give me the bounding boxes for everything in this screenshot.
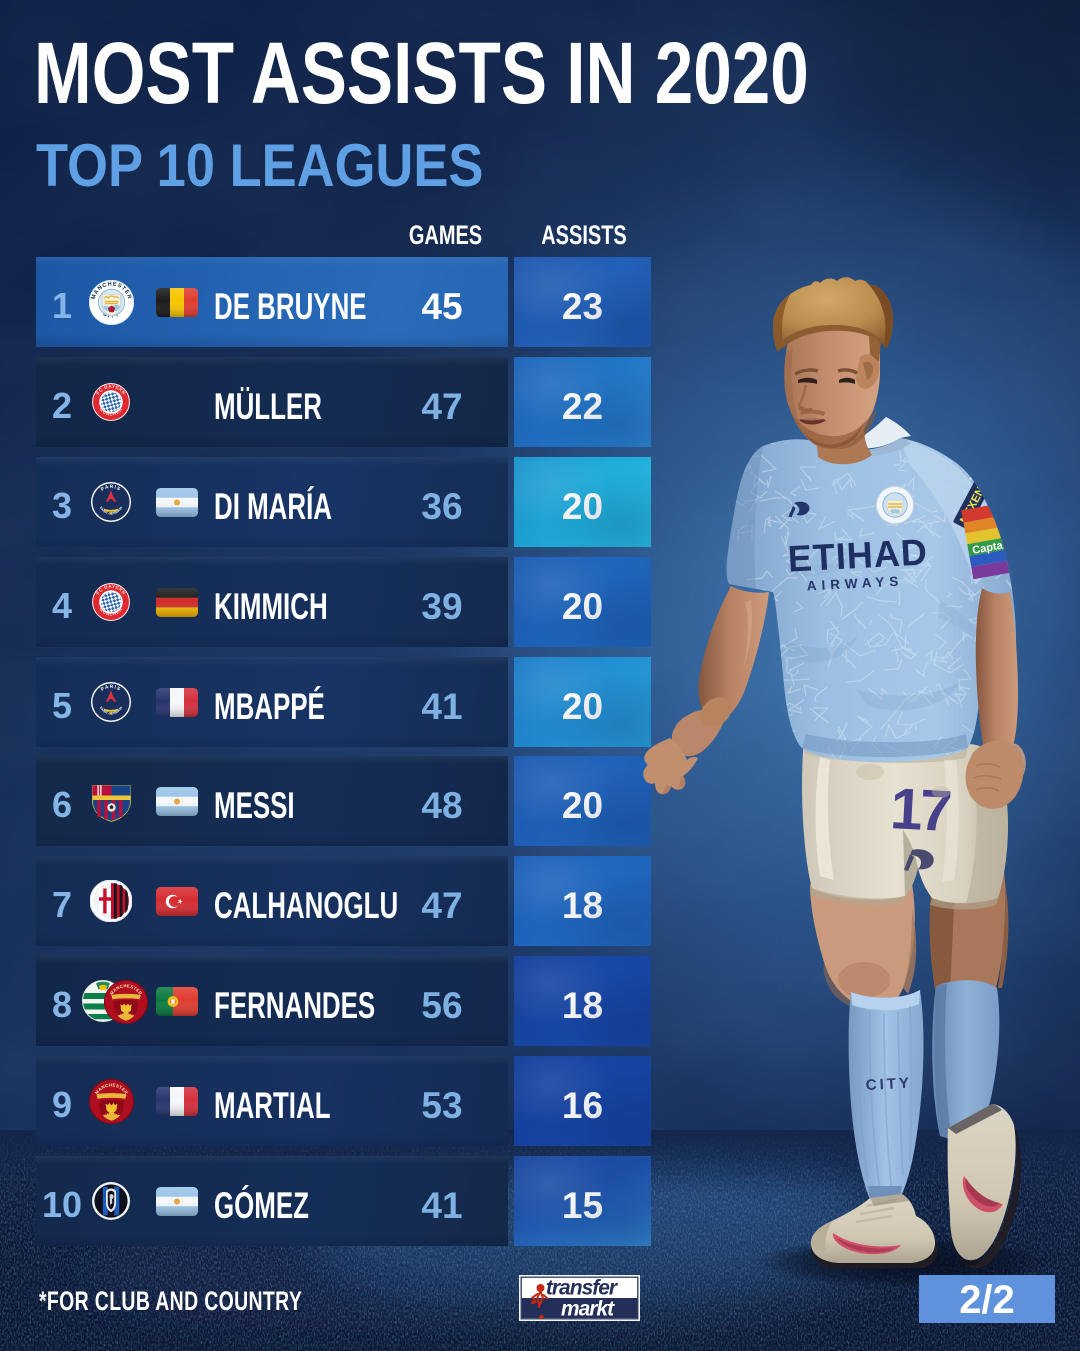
svg-text:MANCHESTER: MANCHESTER — [90, 281, 132, 300]
svg-text:17: 17 — [889, 776, 952, 844]
svg-text:MÜNCHEN: MÜNCHEN — [98, 407, 123, 417]
svg-text:MANCHESTER: MANCHESTER — [93, 1082, 128, 1095]
svg-text:transfer: transfer — [546, 1277, 619, 1300]
svg-text:AIRWAYS: AIRWAYS — [806, 573, 903, 593]
svg-text:CITY: CITY — [101, 311, 121, 319]
svg-text:ETIHAD: ETIHAD — [787, 531, 929, 579]
svg-text:PARIS: PARIS — [100, 484, 122, 493]
svg-text:PARIS: PARIS — [100, 684, 122, 693]
svg-text:UNITED: UNITED — [116, 1009, 136, 1017]
svg-text:MANCHESTER: MANCHESTER — [109, 983, 144, 996]
svg-text:MÜNCHEN: MÜNCHEN — [98, 607, 123, 617]
svg-text:SAINT-GERMAIN: SAINT-GERMAIN — [99, 705, 124, 715]
svg-text:UNITED: UNITED — [101, 1108, 122, 1116]
svg-text:FC BAYERN: FC BAYERN — [95, 584, 127, 596]
svg-text:markt: markt — [561, 1298, 615, 1321]
svg-text:SAINT-GERMAIN: SAINT-GERMAIN — [99, 505, 124, 515]
svg-text:CITY: CITY — [865, 1075, 912, 1094]
svg-text:FC BAYERN: FC BAYERN — [95, 384, 127, 396]
